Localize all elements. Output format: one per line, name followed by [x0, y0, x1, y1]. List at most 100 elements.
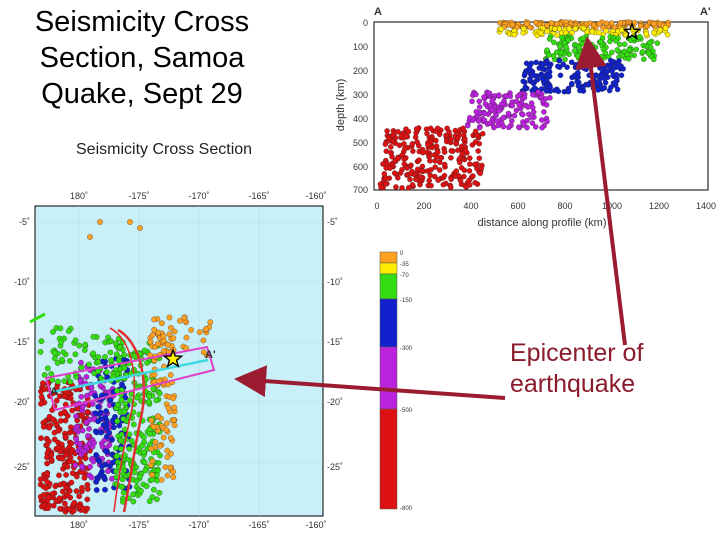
- seismic-event-dot: [52, 483, 59, 490]
- seismic-event-dot: [416, 157, 422, 163]
- seismic-event-dot: [383, 165, 389, 171]
- seismic-event-dot: [496, 107, 502, 114]
- seismic-event-dot: [443, 132, 449, 139]
- seismic-event-dot: [170, 335, 177, 342]
- seismic-event-dot: [472, 161, 478, 168]
- seismic-event-dot: [543, 88, 550, 94]
- seismic-event-dot: [102, 414, 109, 421]
- seismic-event-dot: [116, 344, 123, 351]
- seismic-event-dot: [407, 176, 413, 183]
- profile-y-axis-label: depth (km): [335, 79, 347, 132]
- seismic-event-dot: [106, 429, 113, 436]
- seismic-event-dot: [545, 52, 552, 58]
- seismic-event-dot: [67, 358, 73, 364]
- lat-tick: -10˚: [14, 277, 30, 287]
- seismic-event-dot: [546, 36, 553, 42]
- seismic-event-dot: [489, 106, 495, 113]
- seismic-event-dot: [128, 438, 135, 444]
- seismic-event-dot: [478, 165, 484, 172]
- seismic-event-dot: [54, 360, 61, 366]
- seismic-event-dot: [80, 505, 86, 512]
- seismic-event-dot: [120, 416, 127, 422]
- seismic-event-dot: [149, 471, 155, 478]
- seismic-event-dot: [167, 435, 174, 441]
- seismic-event-dot: [96, 458, 103, 465]
- seismic-event-dot: [580, 25, 587, 31]
- seismic-event-dot: [148, 417, 155, 424]
- seismic-event-dot: [156, 489, 163, 496]
- seismic-event-dot: [152, 439, 159, 445]
- seismic-event-dot: [639, 49, 646, 55]
- seismic-event-dot: [613, 38, 619, 44]
- seismic-event-dot: [110, 424, 117, 431]
- seismic-event-dot: [76, 342, 83, 349]
- seismic-event-dot: [72, 337, 79, 344]
- seismic-event-dot: [126, 446, 133, 452]
- seismic-event-dot: [475, 148, 481, 154]
- seismic-event-dot: [93, 478, 100, 485]
- seismic-event-dot: [603, 28, 609, 34]
- arrow-to-profile-epicenter: [575, 36, 627, 346]
- seismic-event-dot: [448, 148, 455, 154]
- seismic-event-dot: [114, 401, 121, 408]
- seismic-event-dot: [40, 423, 47, 430]
- seismic-event-dot: [527, 63, 533, 69]
- seismic-event-dot: [596, 29, 602, 36]
- seismic-event-dot: [530, 109, 537, 115]
- seismic-event-dot: [66, 444, 73, 451]
- seismic-event-dot: [434, 125, 441, 132]
- seismic-event-dot: [520, 78, 526, 85]
- seismic-event-dot: [614, 47, 620, 53]
- seismic-event-dot: [160, 348, 167, 354]
- seismic-event-dot: [151, 486, 157, 493]
- depth-color-scale: 0 -35 -70 -150 -300 -500 -800: [379, 251, 413, 512]
- seismic-event-dot: [538, 30, 544, 36]
- seismic-event-dot: [101, 473, 107, 480]
- seismic-event-dot: [155, 340, 161, 347]
- seismic-event-dot: [453, 140, 459, 147]
- seismic-event-dot: [140, 449, 147, 456]
- seismic-event-dot: [384, 128, 390, 134]
- seismic-event-dot: [531, 72, 537, 79]
- seismic-event-dot: [608, 57, 614, 64]
- seismic-event-dot: [608, 84, 614, 90]
- seismic-event-dot: [654, 40, 661, 46]
- seismic-event-dot: [401, 141, 407, 147]
- seismic-event-dot: [67, 378, 74, 385]
- seismic-event-dot: [51, 355, 58, 362]
- seismic-event-dot: [156, 390, 163, 397]
- seismic-event-dot: [45, 494, 52, 501]
- seismic-event-dot: [616, 41, 623, 48]
- seismic-event-dot: [448, 176, 454, 182]
- lat-tick: -15˚: [327, 337, 343, 347]
- seismic-event-dot: [200, 337, 207, 344]
- seismic-event-dot: [532, 124, 539, 130]
- seismic-event-dot: [589, 28, 596, 35]
- seismic-event-dot: [382, 180, 389, 187]
- depth-scale-bars: [379, 251, 398, 510]
- seismic-event-dot: [462, 136, 468, 142]
- seismic-event-dot: [137, 225, 143, 231]
- seismic-event-dot: [164, 341, 171, 348]
- seismic-event-dot: [544, 47, 550, 53]
- depth-scale-tick: -500: [400, 408, 413, 414]
- seismic-event-dot: [404, 165, 410, 171]
- seismic-event-dot: [61, 408, 68, 415]
- seismic-event-dot: [69, 470, 76, 477]
- seismic-event-dot: [397, 170, 404, 176]
- seismic-event-dot: [69, 407, 76, 414]
- seismic-event-dot: [436, 167, 443, 173]
- seismic-event-dot: [481, 94, 487, 100]
- seismic-event-dot: [388, 144, 394, 150]
- seismic-event-dot: [413, 126, 420, 132]
- seismic-event-dot: [149, 458, 156, 464]
- seismic-event-dot: [386, 135, 392, 141]
- seismic-event-dot: [56, 472, 62, 479]
- seismic-event-dot: [91, 439, 97, 446]
- seismic-event-dot: [64, 491, 70, 498]
- callout-line-1: Epicenter of: [510, 339, 644, 367]
- seismic-event-dot: [524, 21, 530, 27]
- lat-tick: -5˚: [327, 217, 338, 227]
- seismic-event-dot: [637, 23, 644, 29]
- seismic-event-dot: [452, 127, 459, 134]
